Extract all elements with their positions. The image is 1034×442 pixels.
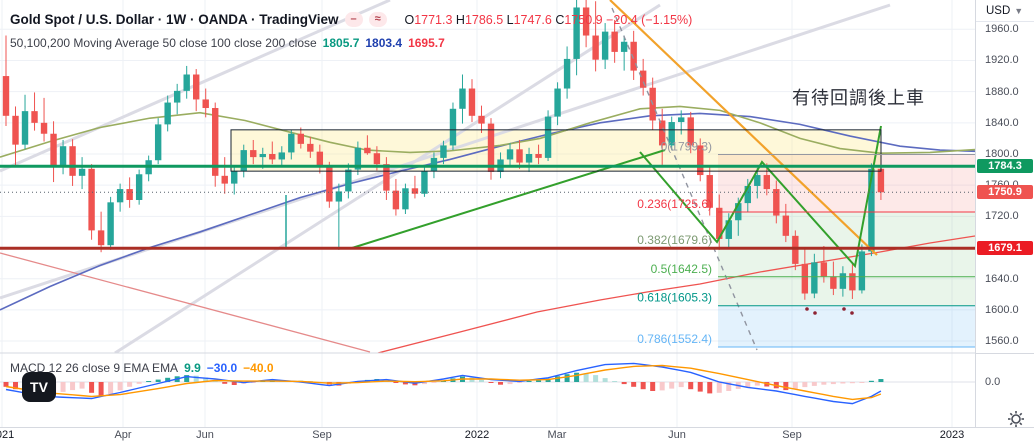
pane-separator	[976, 353, 1034, 354]
currency-label: USD	[986, 4, 1011, 17]
price-tick-label: 1560.0	[985, 335, 1019, 348]
date-tick-label: Sep	[312, 429, 332, 441]
macd-legend-text: MACD 12 26 close 9 EMA EMA	[10, 361, 179, 375]
date-tick-label: 2022	[464, 429, 490, 441]
svg-text:0.5(1642.5): 0.5(1642.5)	[651, 262, 712, 276]
macd-value: −30.0	[206, 361, 238, 375]
macd-zero-label: 0.0	[985, 376, 1001, 388]
price-tick-label: 1880.0	[985, 85, 1019, 98]
price-tick-label: 1920.0	[985, 54, 1019, 67]
svg-text:0.618(1605.3): 0.618(1605.3)	[637, 291, 712, 305]
symbol-title: Gold Spot / U.S. Dollar · 1W · OANDA · T…	[10, 12, 339, 27]
ma-value: 1803.4	[365, 36, 403, 50]
chevron-down-icon: ▼	[1014, 5, 1024, 16]
open-value: 1771.3	[414, 13, 453, 27]
date-tick-label: 2021	[0, 429, 15, 441]
price-tick-label: 1960.0	[985, 23, 1019, 36]
high-value: 1786.5	[464, 13, 504, 27]
more-legend-button[interactable]: ≈	[368, 12, 387, 27]
collapse-legend-button[interactable]: –	[344, 12, 363, 27]
macd-value: −40.0	[243, 361, 274, 375]
price-tick-label: 1640.0	[985, 272, 1019, 285]
price-chart-canvas[interactable]: 0(1799.3) 0.236(1725.6) 0.382(1679.6) 0.5(1…	[0, 0, 975, 427]
tradingview-logo: TV	[22, 372, 56, 402]
price-badge: 1679.1	[977, 241, 1033, 256]
svg-text:0.382(1679.6): 0.382(1679.6)	[637, 233, 712, 247]
price-badge: 1784.3	[977, 159, 1033, 174]
chart-text-annotation[interactable]: 有待回調後上車	[792, 88, 925, 108]
symbol-legend[interactable]: Gold Spot / U.S. Dollar · 1W · OANDA · T…	[10, 12, 692, 27]
date-tick-label: Apr	[114, 429, 132, 441]
close-value: 1750.9	[564, 13, 603, 27]
gear-icon[interactable]	[1005, 408, 1027, 430]
currency-selector[interactable]: USD ▼	[976, 0, 1034, 22]
price-tick-label: 1720.0	[985, 210, 1019, 223]
date-tick-label: Sep	[782, 429, 802, 441]
date-axis[interactable]: 2021 Apr Jun Sep 2022 Mar Jun Sep 2023	[0, 427, 1034, 442]
price-tick-label: 1800.0	[985, 148, 1019, 160]
price-axis[interactable]: USD ▼ 1960.01920.01880.01840.01800.01760…	[975, 0, 1034, 427]
change-value: −20.4 (−1.15%)	[606, 13, 693, 27]
price-tick-label: 1840.0	[985, 116, 1019, 129]
ma-indicator-legend[interactable]: 50,100,200 Moving Average 50 close 100 c…	[10, 36, 445, 50]
ma-legend-text: 50,100,200 Moving Average 50 close 100 c…	[10, 36, 317, 50]
svg-text:0(1799.3): 0(1799.3)	[661, 140, 712, 154]
date-tick-label: Mar	[547, 429, 567, 441]
macd-indicator-legend[interactable]: MACD 12 26 close 9 EMA EMA 9.9 −30.0 −40.0	[10, 361, 274, 375]
date-tick-label: 2023	[939, 429, 965, 441]
svg-text:0.236(1725.6): 0.236(1725.6)	[637, 197, 712, 211]
price-tick-label: 1600.0	[985, 303, 1019, 316]
svg-text:0.786(1552.4): 0.786(1552.4)	[637, 332, 712, 346]
ohlc-values: O1771.3 H1786.5 L1747.6 C1750.9 −20.4 (−…	[404, 13, 693, 27]
date-tick-label: Jun	[668, 429, 686, 441]
ma-value: 1695.7	[408, 36, 445, 50]
price-badge: 1750.9	[977, 185, 1033, 200]
macd-value: 9.9	[184, 361, 201, 375]
ma-value: 1805.7	[322, 36, 360, 50]
low-value: 1747.6	[513, 13, 552, 27]
date-tick-label: Jun	[196, 429, 214, 441]
